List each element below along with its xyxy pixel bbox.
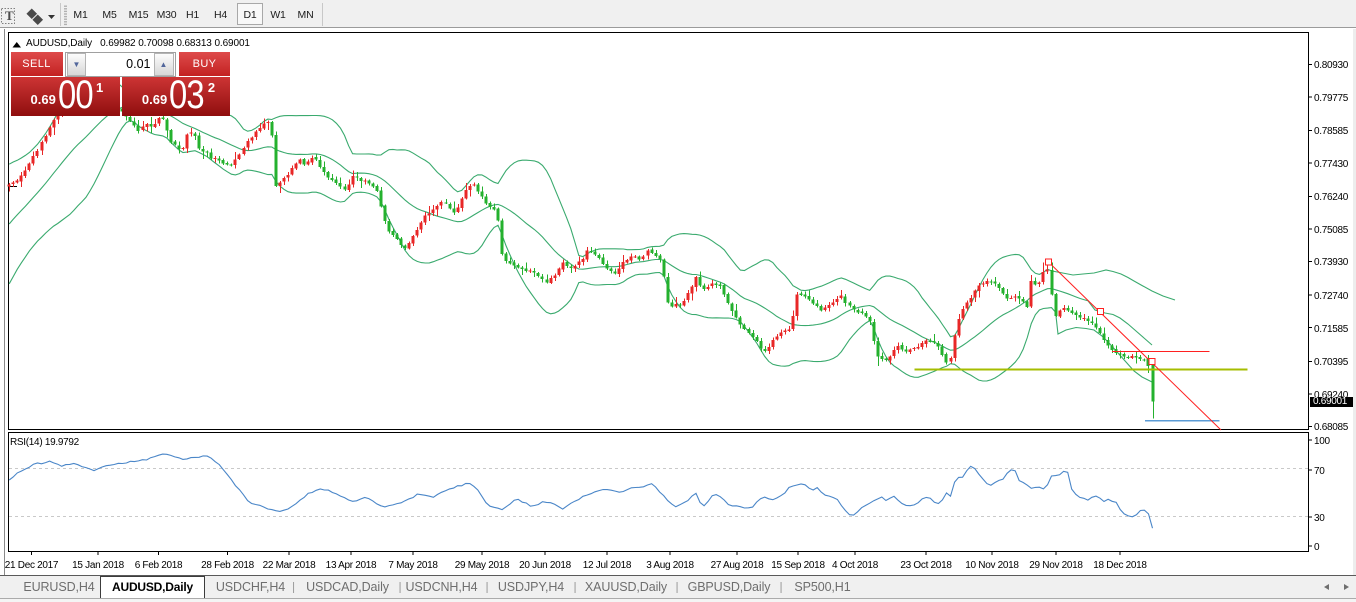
- svg-text:T: T: [5, 8, 14, 23]
